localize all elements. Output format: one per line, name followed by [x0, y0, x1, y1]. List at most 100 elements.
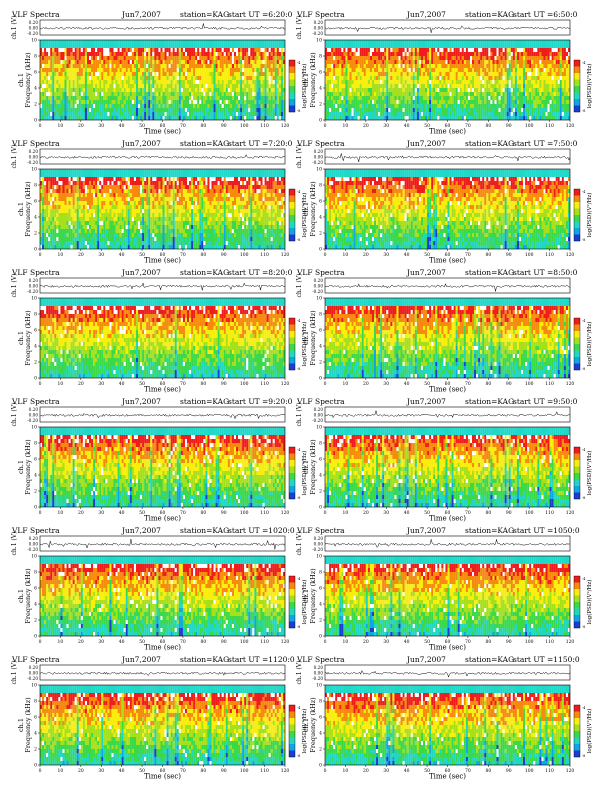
trace-tick-label: -0.20 [312, 676, 323, 681]
panel-station: station=KAG [180, 655, 229, 664]
x-tick-label: 50 [139, 768, 145, 774]
trace-ylabel: ch.1 (V) [11, 403, 18, 427]
colorbar [288, 575, 296, 629]
x-tick-label: 10 [343, 768, 349, 774]
y-tick-label: 10 [316, 296, 322, 302]
x-tick-label: 20 [78, 639, 84, 645]
x-tick-label: 30 [383, 639, 389, 645]
x-tick-label: 100 [240, 123, 249, 129]
panel-station: station=KAG [465, 139, 514, 148]
x-tick-label: 90 [506, 768, 512, 774]
x-tick-label: 20 [363, 123, 369, 129]
y-tick-label: 10 [31, 296, 37, 302]
panel-start-time: start UT =6:50:0 [513, 10, 578, 19]
x-tick-label: 20 [363, 639, 369, 645]
waveform-trace [324, 670, 571, 678]
x-tick-label: 90 [221, 510, 227, 516]
y-tick-label: 6 [34, 199, 37, 205]
trace-ylabel: ch.1 (V) [11, 532, 18, 556]
colorbar [288, 188, 296, 242]
colorbar-label: log(PSD)(V²/Hz) [586, 64, 593, 109]
x-tick-label: 110 [545, 381, 554, 387]
colorbar-tick-label: -8 [582, 109, 585, 113]
y-tick-label: 8 [34, 54, 37, 60]
y-tick-label: 8 [319, 54, 322, 60]
y-tick-label: 2 [34, 618, 37, 624]
x-tick-label: 90 [506, 639, 512, 645]
x-tick-label: 70 [465, 252, 471, 258]
trace-tick-label: 0.20 [314, 149, 324, 154]
trace-frame [39, 664, 286, 681]
y-tick-label: 6 [34, 328, 37, 334]
y-axis-label: Frequency (kHz) [309, 52, 317, 108]
waveform-trace [39, 413, 286, 420]
waveform-trace [324, 283, 571, 292]
y-tick-label: 0 [34, 505, 37, 511]
x-tick-label: 80 [485, 381, 491, 387]
x-tick-label: 70 [465, 510, 471, 516]
y-tick-label: 8 [34, 183, 37, 189]
y-axis-label: Frequency (kHz) [24, 181, 32, 237]
y-tick-label: 4 [319, 473, 322, 479]
panel-start-time: start UT =7:20:0 [228, 139, 293, 148]
x-tick-label: 110 [545, 123, 554, 129]
spectrogram-cells [325, 40, 571, 121]
y-tick-label: 2 [34, 489, 37, 495]
y-tick-label: 6 [319, 199, 322, 205]
y-tick-label: 4 [34, 731, 37, 737]
waveform-trace [39, 23, 286, 30]
x-tick-label: 30 [383, 252, 389, 258]
x-tick-label: 70 [465, 123, 471, 129]
y-tick-label: 4 [34, 344, 37, 350]
colorbar-tick-label: -4 [297, 448, 301, 452]
y-tick-label: 0 [319, 763, 322, 769]
trace-tick-label: 0.00 [314, 284, 324, 289]
x-tick-label: 50 [424, 639, 430, 645]
y-axis-label: Frequency (kHz) [24, 310, 32, 366]
y-tick-label: 8 [34, 699, 37, 705]
waveform-trace [39, 154, 286, 159]
spectrogram-cells [40, 169, 286, 250]
trace-tick-label: -0.20 [27, 676, 38, 681]
colorbar-tick-label: -8 [297, 625, 300, 629]
panel-date: Jun7,2007 [406, 655, 446, 664]
waveform-trace [324, 25, 571, 33]
y-axis-label: Frequency (kHz) [309, 439, 317, 495]
x-tick-label: 80 [200, 768, 206, 774]
colorbar-tick-label: -8 [297, 238, 300, 242]
colorbar-tick-label: -8 [582, 367, 585, 371]
y-tick-label: 2 [34, 360, 37, 366]
x-tick-label: 30 [98, 768, 104, 774]
y-tick-label: 2 [319, 747, 322, 753]
x-tick-label: 80 [485, 123, 491, 129]
panel-title: VLF Spectra [296, 10, 345, 19]
x-tick-label: 90 [506, 252, 512, 258]
x-tick-label: 80 [200, 252, 206, 258]
x-axis-label: Time (sec) [429, 515, 466, 523]
y-tick-label: 10 [31, 554, 37, 560]
y-tick-label: 0 [34, 247, 37, 253]
y-tick-label: 6 [34, 586, 37, 592]
x-tick-label: 100 [525, 252, 534, 258]
x-tick-label: 0 [39, 768, 42, 774]
panel-title: VLF Spectra [11, 139, 60, 148]
panel-station: station=KAG [180, 526, 229, 535]
y-axis-label: ch.1 [302, 202, 310, 216]
panel-title: VLF Spectra [296, 139, 345, 148]
y-tick-label: 0 [319, 247, 322, 253]
x-tick-label: 60 [160, 768, 166, 774]
x-tick-label: 120 [281, 252, 290, 258]
panel-date: Jun7,2007 [406, 268, 446, 277]
x-axis-label: Time (sec) [144, 257, 181, 265]
x-tick-label: 70 [465, 639, 471, 645]
colorbar-label: log(PSD)(V²/Hz) [586, 322, 593, 367]
x-tick-label: 60 [445, 639, 451, 645]
x-tick-label: 90 [221, 639, 227, 645]
x-tick-label: 20 [363, 510, 369, 516]
x-tick-label: 90 [221, 123, 227, 129]
